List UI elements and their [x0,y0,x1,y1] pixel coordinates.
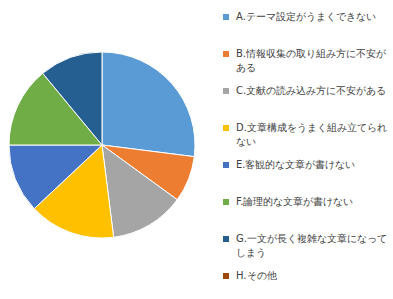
legend-swatch [223,273,229,279]
legend-label: D.文章構成をうまく組み立てられない [236,121,388,149]
pie-slice [102,145,177,237]
legend-label: H.その他 [236,269,388,283]
legend-label: C.文献の読み込み方に不安がある [236,84,388,98]
legend-swatch [223,88,229,94]
legend-swatch [223,125,229,131]
legend-item: H.その他 [223,269,391,283]
legend-swatch [223,199,229,205]
legend-item: G.一文が長く複雑な文章になってしまう [223,232,391,260]
pie-chart [0,0,215,299]
legend-swatch [223,162,229,168]
legend-swatch [223,14,229,20]
legend-item: B.情報収集の取り組み方に不安がある [223,47,391,75]
legend-item: F.論理的な文章が書けない [223,195,391,209]
legend-label: G.一文が長く複雑な文章になってしまう [236,232,388,260]
legend-item: C.文献の読み込み方に不安がある [223,84,391,98]
legend-item: E.客観的な文章が書けない [223,158,391,172]
legend-label: E.客観的な文章が書けない [236,158,388,172]
pie-slice [102,52,195,157]
legend-item: A.テーマ設定がうまくできない [223,10,391,24]
legend-swatch [223,236,229,242]
legend-label: F.論理的な文章が書けない [236,195,388,209]
legend-label: A.テーマ設定がうまくできない [236,10,388,24]
pie-slice [9,145,102,209]
pie-slice [43,52,102,145]
page: {"chart_data": {"type": "pie", "categori… [0,0,393,299]
legend-label: B.情報収集の取り組み方に不安がある [236,47,388,75]
legend-item: D.文章構成をうまく組み立てられない [223,121,391,149]
legend-swatch [223,51,229,57]
